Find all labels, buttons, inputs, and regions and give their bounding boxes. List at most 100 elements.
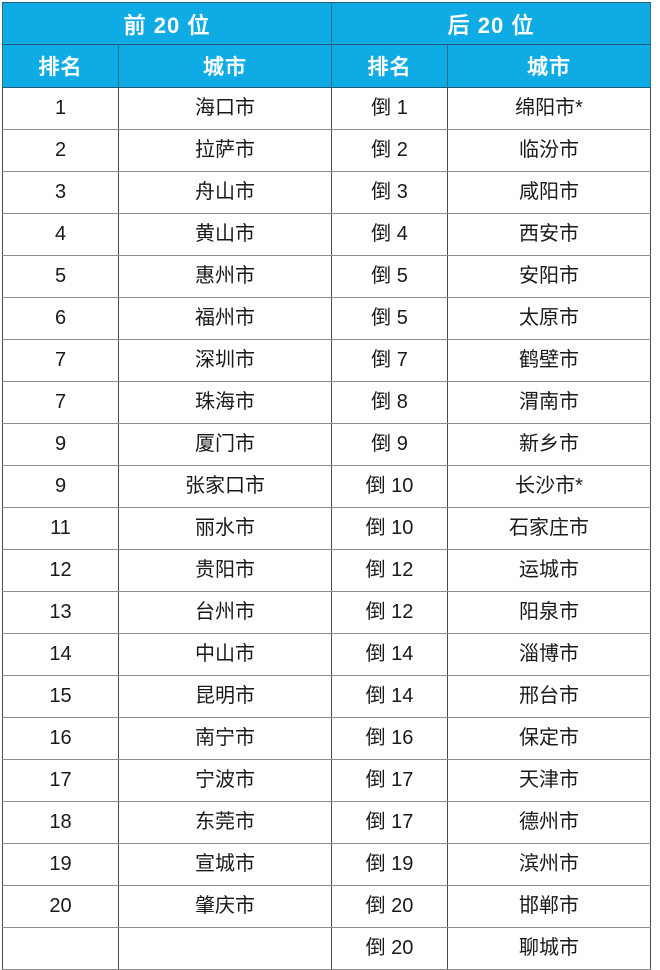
cell-rank-left: 20 xyxy=(2,885,119,928)
cell-city-right: 运城市 xyxy=(447,549,652,592)
cell-text: 安阳市 xyxy=(519,265,580,287)
table-row: 7 珠海市 倒 8 渭南市 xyxy=(2,381,652,424)
table-row: 15 昆明市 倒 14 邢台市 xyxy=(2,675,652,718)
cell-text: 东莞市 xyxy=(195,811,255,833)
cell-text: 台州市 xyxy=(195,601,255,623)
cell-city-left: 深圳市 xyxy=(117,339,333,382)
cell-text: 倒 2 xyxy=(371,139,408,161)
cell-text: 运城市 xyxy=(519,559,580,581)
cell-text: 倒 20 xyxy=(365,895,414,917)
table-row: 倒 20 聊城市 xyxy=(2,927,652,970)
cell-city-left: 厦门市 xyxy=(117,423,333,466)
cell-rank-right: 倒 1 xyxy=(331,87,449,130)
cell-city-right: 阳泉市 xyxy=(447,591,652,634)
cell-text: 倒 12 xyxy=(365,559,414,581)
cell-city-right: 滨州市 xyxy=(447,843,652,886)
cell-text: 太原市 xyxy=(519,307,580,329)
cell-city-right: 安阳市 xyxy=(447,255,652,298)
cell-text: 倒 5 xyxy=(371,265,408,287)
cell-rank-left: 6 xyxy=(2,297,119,340)
cell-city-right: 邢台市 xyxy=(447,675,652,718)
cell-rank-left: 2 xyxy=(2,129,119,172)
cell-text: 11 xyxy=(50,517,71,539)
cell-text: 6 xyxy=(54,307,67,329)
cell-rank-right: 倒 8 xyxy=(331,381,449,424)
cell-rank-right: 倒 20 xyxy=(331,885,449,928)
cell-city-left: 丽水市 xyxy=(117,507,333,550)
group-header-bottom20: 后 20 位 xyxy=(331,2,652,45)
cell-text: 深圳市 xyxy=(195,349,255,371)
cell-text: 惠州市 xyxy=(195,265,255,287)
cell-rank-right: 倒 19 xyxy=(331,843,449,886)
cell-city-right: 邯郸市 xyxy=(447,885,652,928)
cell-rank-left: 15 xyxy=(2,675,119,718)
cell-text: 肇庆市 xyxy=(195,895,255,917)
column-header-city-right: 城市 xyxy=(447,44,652,88)
cell-text: 倒 19 xyxy=(365,853,414,875)
table-row: 20 肇庆市 倒 20 邯郸市 xyxy=(2,885,652,928)
table-row: 2 拉萨市 倒 2 临汾市 xyxy=(2,129,652,172)
column-header-rank-left: 排名 xyxy=(2,44,119,88)
cell-text: 倒 8 xyxy=(371,391,408,413)
table-row: 18 东莞市 倒 17 德州市 xyxy=(2,801,652,844)
cell-text: 绵阳市* xyxy=(515,97,583,119)
cell-rank-right: 倒 3 xyxy=(331,171,449,214)
cell-text: 长沙市* xyxy=(515,475,583,497)
cell-rank-right: 倒 14 xyxy=(331,633,449,676)
cell-text: 19 xyxy=(49,853,72,875)
cell-rank-left: 3 xyxy=(2,171,119,214)
cell-text: 17 xyxy=(49,769,72,791)
cell-text: 贵阳市 xyxy=(195,559,255,581)
cell-rank-left: 11 xyxy=(2,507,119,550)
cell-text: 昆明市 xyxy=(195,685,255,707)
table-row: 17 宁波市 倒 17 天津市 xyxy=(2,759,652,802)
cell-city-left: 黄山市 xyxy=(117,213,333,256)
cell-text: 厦门市 xyxy=(195,433,255,455)
cell-text: 倒 3 xyxy=(371,181,408,203)
cell-rank-right: 倒 9 xyxy=(331,423,449,466)
cell-city-right: 新乡市 xyxy=(447,423,652,466)
cell-text: 18 xyxy=(49,811,72,833)
cell-text: 渭南市 xyxy=(519,391,580,413)
cell-text: 倒 16 xyxy=(365,727,414,749)
cell-rank-right: 倒 17 xyxy=(331,801,449,844)
cell-city-left: 南宁市 xyxy=(117,717,333,760)
cell-text: 邯郸市 xyxy=(519,895,580,917)
table-row: 16 南宁市 倒 16 保定市 xyxy=(2,717,652,760)
cell-city-right: 德州市 xyxy=(447,801,652,844)
cell-text: 张家口市 xyxy=(185,475,265,497)
cell-city-right: 长沙市* xyxy=(447,465,652,508)
table-row: 6 福州市 倒 5 太原市 xyxy=(2,297,652,340)
cell-text: 7 xyxy=(54,349,67,371)
cell-rank-right: 倒 14 xyxy=(331,675,449,718)
cell-rank-left: 9 xyxy=(2,465,119,508)
cell-rank-right: 倒 17 xyxy=(331,759,449,802)
cell-city-right: 咸阳市 xyxy=(447,171,652,214)
cell-text: 滨州市 xyxy=(519,853,580,875)
cell-rank-left: 17 xyxy=(2,759,119,802)
cell-text: 20 xyxy=(49,895,72,917)
cell-text: 珠海市 xyxy=(195,391,255,413)
cell-rank-left: 1 xyxy=(2,87,119,130)
cell-text: 16 xyxy=(49,727,72,749)
cell-text: 倒 14 xyxy=(365,643,414,665)
cell-city-left: 拉萨市 xyxy=(117,129,333,172)
cell-text: 13 xyxy=(49,601,72,623)
cell-city-right: 渭南市 xyxy=(447,381,652,424)
cell-city-left: 宁波市 xyxy=(117,759,333,802)
cell-city-left: 福州市 xyxy=(117,297,333,340)
cell-text: 石家庄市 xyxy=(509,517,590,539)
cell-rank-right: 倒 7 xyxy=(331,339,449,382)
cell-text: 倒 9 xyxy=(371,433,408,455)
column-header-city-left: 城市 xyxy=(117,44,333,88)
cell-text: 倒 4 xyxy=(371,223,408,245)
column-header-row: 排名 城市 排名 城市 xyxy=(2,44,652,88)
cell-city-right: 绵阳市* xyxy=(447,87,652,130)
cell-rank-right: 倒 5 xyxy=(331,255,449,298)
table-body: 1 海口市 倒 1 绵阳市* 2 拉萨市 倒 2 临汾市 3 舟山市 倒 3 咸阳市 4 黄山市 倒 4 西安… xyxy=(2,87,652,970)
cell-city-left: 惠州市 xyxy=(117,255,333,298)
cell-text: 9 xyxy=(54,475,67,497)
cell-city-right: 聊城市 xyxy=(447,927,652,970)
